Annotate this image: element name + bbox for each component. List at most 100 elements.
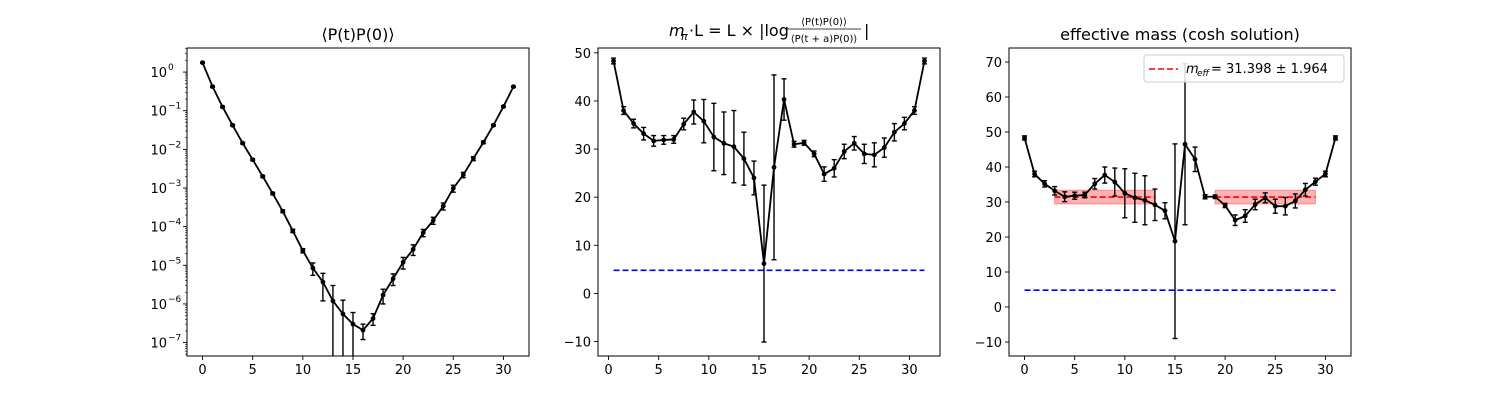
y-tick-label-exponent: −2	[168, 140, 181, 150]
x-tick-label: 0	[604, 363, 612, 378]
data-point	[260, 173, 266, 179]
x-tick-label: 15	[1167, 363, 1184, 378]
data-point	[621, 108, 626, 113]
x-tick-label: 30	[495, 363, 512, 378]
chart-title: effective mass (cosh solution)	[1060, 25, 1300, 44]
data-point	[1142, 197, 1148, 203]
x-tick-label: 0	[1020, 363, 1028, 378]
data-point	[490, 122, 496, 128]
data-point	[250, 157, 256, 163]
y-tick-label-exponent: −7	[168, 334, 181, 344]
data-point	[410, 246, 416, 252]
data-point	[1192, 156, 1198, 162]
data-point	[470, 156, 476, 161]
data-point	[881, 145, 887, 151]
data-point	[501, 104, 506, 109]
data-point	[1052, 188, 1058, 194]
y-tick-label: 10	[574, 239, 591, 254]
data-point	[1162, 208, 1168, 214]
title-fraction-numerator: ⟨P(t)P(0)⟩	[801, 17, 847, 28]
data-point	[400, 259, 406, 265]
data-point	[731, 144, 737, 150]
y-tick-label: 10	[150, 337, 167, 352]
data-point	[1132, 195, 1138, 201]
x-tick-label: 25	[1267, 363, 1284, 378]
y-tick-label: 10	[985, 266, 1002, 281]
data-point	[761, 261, 767, 266]
data-point	[1202, 194, 1208, 200]
data-point	[611, 58, 616, 64]
data-point	[721, 140, 727, 146]
data-point	[1092, 181, 1098, 187]
y-tick-label-exponent: −4	[168, 218, 182, 228]
y-tick-label: 30	[985, 196, 1002, 211]
y-tick-label: 70	[985, 56, 1002, 71]
y-tick-label: 40	[574, 95, 591, 110]
data-point	[641, 131, 647, 137]
data-point	[1262, 195, 1268, 201]
data-point	[1292, 198, 1298, 204]
y-tick-label-exponent: −3	[168, 179, 181, 189]
data-point	[200, 60, 205, 66]
data-point	[220, 104, 226, 110]
x-tick-label: 20	[1217, 363, 1234, 378]
data-point	[891, 129, 897, 135]
y-tick-label: 0	[583, 287, 591, 302]
x-tick-label: 30	[1317, 363, 1334, 378]
data-point	[841, 149, 847, 154]
title-mass-symbol: m	[669, 21, 685, 40]
data-point	[1072, 193, 1078, 199]
x-tick-label: 5	[1071, 363, 1079, 378]
x-tick-label: 10	[701, 363, 718, 378]
y-tick-label-exponent: −1	[168, 102, 181, 112]
data-point	[360, 327, 366, 333]
y-tick-label: 10	[150, 66, 167, 81]
data-point	[912, 108, 917, 113]
y-tick-label-exponent: −5	[168, 256, 181, 266]
data-point	[230, 122, 236, 128]
data-point	[1282, 203, 1288, 209]
x-tick-label: 20	[395, 363, 412, 378]
data-point	[1302, 187, 1308, 193]
y-tick-label-exponent: 0	[168, 63, 174, 73]
y-tick-label-exponent: −6	[168, 295, 182, 305]
x-tick-label: 15	[751, 363, 768, 378]
data-point	[1242, 213, 1248, 219]
data-point	[1032, 171, 1037, 177]
data-point	[1112, 179, 1118, 185]
data-point	[691, 109, 697, 115]
y-tick-label: 20	[985, 231, 1002, 246]
y-tick-label: 50	[985, 126, 1002, 141]
x-tick-label: 5	[655, 363, 663, 378]
legend-label-symbol: m	[1186, 62, 1199, 77]
x-tick-label: 25	[445, 363, 462, 378]
data-point	[1152, 202, 1158, 208]
legend-box	[1143, 54, 1345, 83]
data-point	[1272, 203, 1278, 209]
data-point	[330, 298, 336, 304]
data-point	[310, 265, 316, 271]
data-point	[1042, 181, 1048, 187]
data-point	[480, 139, 486, 145]
y-tick-label: 20	[574, 191, 591, 206]
title-mass-subscript: π	[681, 30, 688, 43]
y-tick-label: 30	[574, 143, 591, 158]
data-point	[701, 118, 707, 124]
y-tick-label: 10	[150, 143, 167, 158]
legend-label-value: = 31.398 ± 1.964	[1211, 62, 1328, 77]
mass-panel: 0 5 10 15 20 25 30 −10 0 10 20 30 40 50 m π ·L = L × …	[564, 17, 941, 378]
y-tick-label: 10	[150, 182, 167, 197]
data-point	[350, 321, 356, 327]
plot-background	[187, 48, 529, 356]
x-tick-label: 20	[801, 363, 818, 378]
title-end: |	[864, 21, 869, 40]
data-point	[851, 140, 857, 146]
data-point	[1172, 238, 1178, 244]
data-point	[801, 140, 807, 146]
legend-label-subscript: eff	[1197, 69, 1211, 79]
data-point	[711, 134, 717, 140]
x-tick-label: 25	[851, 363, 868, 378]
data-point	[671, 137, 677, 142]
y-tick-label: 10	[150, 221, 167, 236]
